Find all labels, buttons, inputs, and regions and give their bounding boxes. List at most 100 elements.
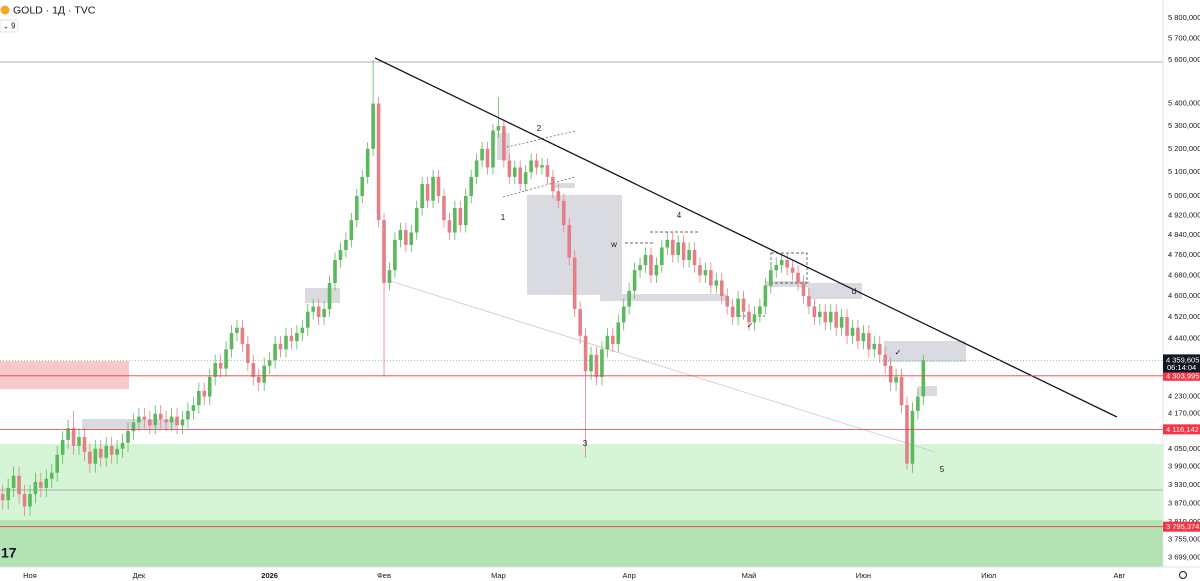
wave-label: 4 <box>677 211 682 220</box>
y-tick-label: 5 400,000 <box>1168 99 1200 108</box>
candle-body <box>224 349 228 369</box>
candle-body <box>818 311 822 318</box>
candle-body <box>33 481 38 495</box>
candle-body <box>899 376 904 406</box>
candle-body <box>115 448 119 455</box>
candle-body <box>491 130 495 168</box>
candle-body <box>621 306 626 323</box>
candle-body <box>703 270 708 276</box>
y-tick-label: 5 800,000 <box>1168 13 1200 22</box>
candle-body <box>845 317 849 336</box>
candle-body <box>289 335 294 342</box>
candle-body <box>687 249 691 261</box>
candle-body <box>551 176 555 192</box>
candle-body <box>774 265 779 271</box>
candle-body <box>790 267 795 273</box>
y-tick-label: 5 700,000 <box>1168 34 1200 43</box>
candle-body <box>213 363 217 377</box>
y-tick-label: 3 699,000 <box>1168 553 1200 562</box>
candle-body <box>251 363 256 377</box>
candle-body <box>22 494 27 507</box>
candle-body <box>311 306 316 312</box>
candle-body <box>442 195 446 221</box>
channel-line <box>502 130 576 149</box>
candle-body <box>916 396 920 411</box>
candle-body <box>431 176 435 201</box>
candle-body <box>409 232 414 245</box>
candle-body <box>654 265 659 276</box>
candle-body <box>382 220 386 284</box>
candle-body <box>39 481 43 488</box>
candle-body <box>616 322 621 344</box>
candle-body <box>404 230 408 245</box>
candle-body <box>360 176 365 196</box>
candle-body <box>752 314 757 323</box>
candle-body <box>670 239 675 255</box>
candle-body <box>730 306 735 318</box>
candle-body <box>828 311 833 323</box>
candle-body <box>518 167 523 185</box>
candle-body <box>660 247 664 266</box>
candle-body <box>88 451 92 464</box>
y-tick-label: 5 600,000 <box>1168 55 1200 64</box>
candle-body <box>169 416 174 423</box>
symbol-title[interactable]: GOLD · 1Д · TVC <box>13 4 96 16</box>
candle-body <box>877 343 882 355</box>
candle-body <box>474 160 479 177</box>
price-level-tag <box>1163 521 1200 532</box>
candle-body <box>28 494 32 507</box>
candle-body <box>93 448 98 464</box>
y-tick-label: 4 920,000 <box>1168 210 1200 219</box>
candle-body <box>850 327 855 336</box>
tv-logo[interactable]: 17 <box>1 545 17 561</box>
candle-body <box>469 176 473 196</box>
candle-body <box>207 376 212 397</box>
candle-body <box>512 167 517 177</box>
candle-body <box>763 285 768 307</box>
x-tick-label: Ноя <box>23 571 37 580</box>
price-axis <box>1163 0 1200 581</box>
candle-body <box>327 283 332 310</box>
candle-body <box>300 327 305 334</box>
candle-body <box>583 335 588 372</box>
candle-body <box>736 298 740 318</box>
supply-zone <box>0 361 129 389</box>
price-level-label: 4 116,142 <box>1166 425 1199 434</box>
candle-body <box>807 295 811 307</box>
candle-body <box>485 148 490 168</box>
price-level-tag <box>1163 370 1200 381</box>
y-tick-label: 4 840,000 <box>1168 230 1200 239</box>
candle-body <box>137 416 141 423</box>
candle-body <box>534 160 539 168</box>
candle-body <box>714 280 719 286</box>
candle-body <box>458 208 463 226</box>
candle-body <box>175 416 179 426</box>
candle-body <box>235 327 239 334</box>
candle-body <box>758 306 762 315</box>
y-tick-label: 4 170,000 <box>1168 409 1200 418</box>
candle-body <box>256 376 261 383</box>
wave-label: 3 <box>583 439 588 448</box>
indicator-toggle[interactable] <box>0 19 19 33</box>
wave-label: d <box>852 287 856 296</box>
indicator-count[interactable]: 9 <box>11 22 16 31</box>
candle-body <box>376 103 381 221</box>
candle-body <box>638 265 642 271</box>
settings-button[interactable] <box>1179 571 1187 579</box>
candle-body <box>180 419 185 426</box>
candle-body <box>229 333 234 350</box>
candle-body <box>681 242 686 261</box>
candle-body <box>545 165 550 177</box>
wave-label: 2 <box>537 124 542 133</box>
candle-body <box>888 365 893 383</box>
countdown-label: 06:14:04 <box>1167 363 1196 372</box>
candle-body <box>496 126 501 131</box>
candle-body <box>611 335 615 344</box>
y-tick-label: 4 440,000 <box>1168 333 1200 342</box>
candle-body <box>594 354 599 377</box>
candle-body <box>202 390 207 397</box>
y-tick-label: 5 200,000 <box>1168 144 1200 153</box>
candle-body <box>839 317 844 328</box>
candle-body <box>186 410 190 420</box>
